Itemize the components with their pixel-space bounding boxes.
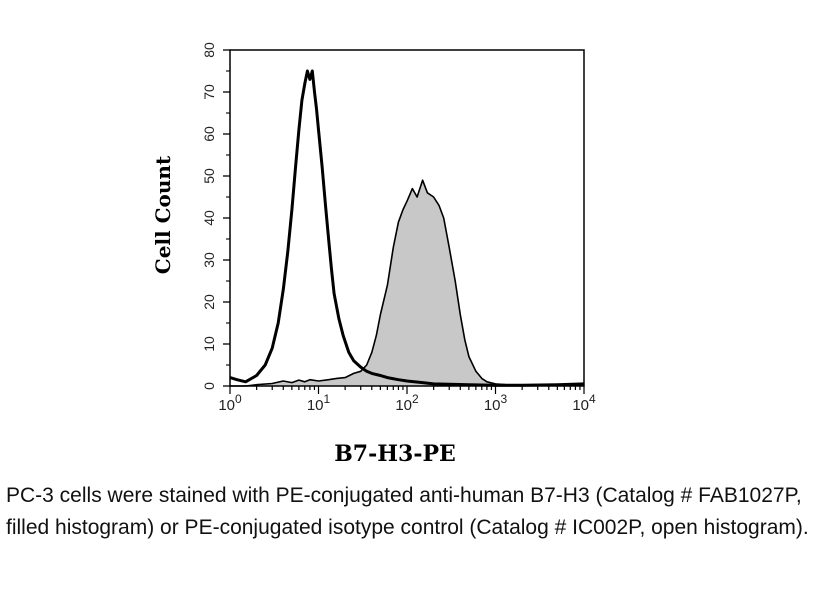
x-tick-label: 100 bbox=[218, 392, 242, 414]
figure-caption: PC-3 cells were stained with PE-conjugat… bbox=[6, 484, 809, 539]
x-tick-label: 103 bbox=[484, 392, 508, 414]
open-histogram-line bbox=[229, 69, 585, 387]
y-tick-label: 30 bbox=[201, 252, 217, 268]
y-tick-label: 0 bbox=[201, 382, 217, 390]
y-tick-label: 50 bbox=[201, 168, 217, 184]
y-tick-label: 70 bbox=[201, 84, 217, 100]
x-tick-label: 104 bbox=[572, 392, 596, 414]
y-tick-label: 20 bbox=[201, 294, 217, 310]
x-axis-title: B7-H3-PE bbox=[334, 441, 456, 467]
y-tick-label: 10 bbox=[201, 336, 217, 352]
y-tick-label: 60 bbox=[201, 126, 217, 142]
filled-histogram-outline bbox=[230, 179, 585, 387]
x-tick-label: 101 bbox=[307, 392, 331, 414]
tick-layer bbox=[223, 49, 585, 394]
x-tick-label: 102 bbox=[395, 392, 419, 414]
series-layer bbox=[229, 69, 585, 387]
flow-histogram-chart: 0 10 20 30 40 50 60 70 80 100 101 102 103 104 B7-H3-P… bbox=[151, 42, 596, 467]
tick-label-layer: 0 10 20 30 40 50 60 70 80 100 101 102 103 104 bbox=[201, 42, 596, 414]
y-axis-title: Cell Count bbox=[151, 155, 175, 274]
filled-histogram-area bbox=[230, 180, 584, 386]
y-tick-label: 40 bbox=[201, 210, 217, 226]
y-tick-label: 80 bbox=[201, 42, 217, 58]
